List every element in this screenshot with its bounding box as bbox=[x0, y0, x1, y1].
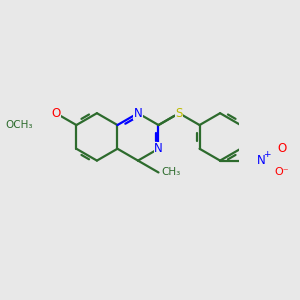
Text: OCH₃: OCH₃ bbox=[5, 120, 33, 130]
Text: CH₃: CH₃ bbox=[162, 167, 181, 178]
Text: O⁻: O⁻ bbox=[274, 167, 289, 178]
Text: S: S bbox=[175, 107, 183, 120]
Text: O: O bbox=[277, 142, 286, 155]
Text: +: + bbox=[263, 151, 271, 160]
Text: N: N bbox=[134, 107, 142, 120]
Text: N: N bbox=[154, 142, 163, 155]
Text: O: O bbox=[51, 107, 61, 120]
Text: N: N bbox=[257, 154, 266, 167]
